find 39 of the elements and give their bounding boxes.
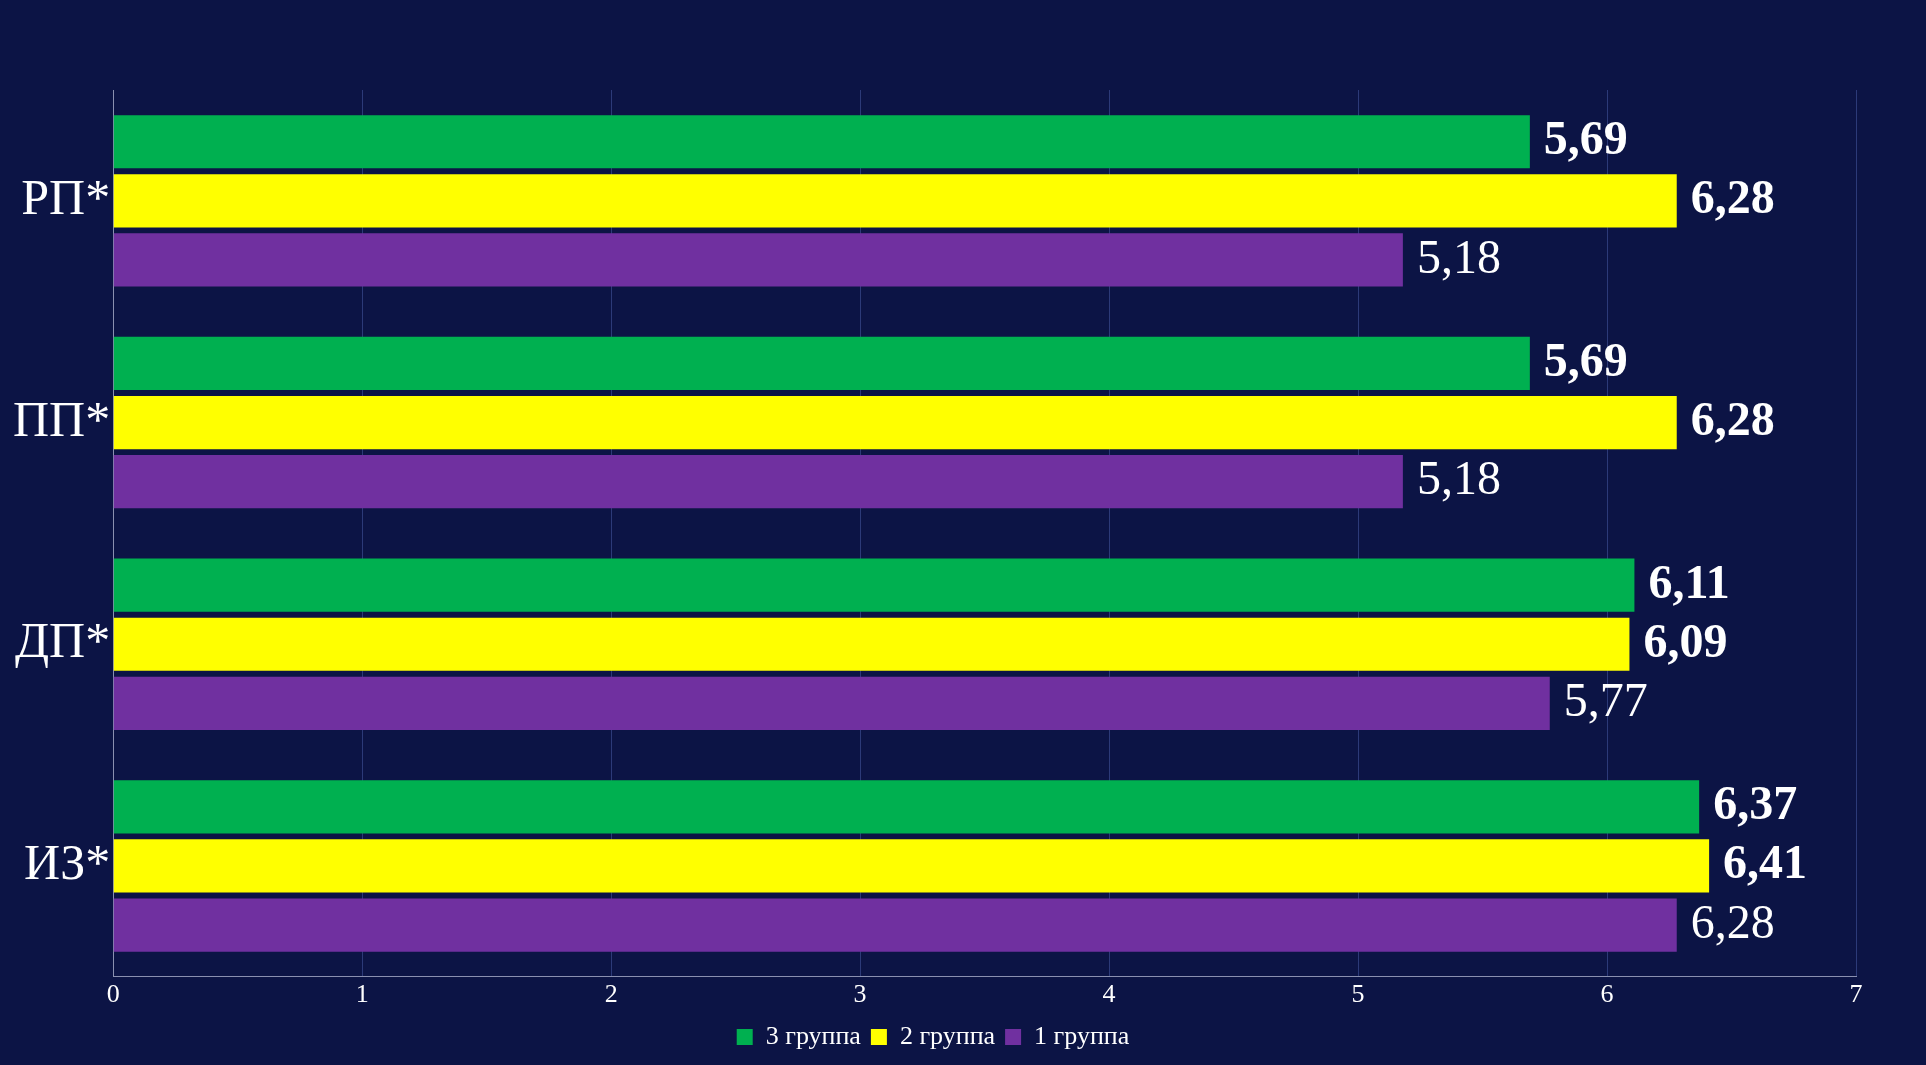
bar <box>113 455 1403 509</box>
x-tick-label: 1 <box>355 979 369 1009</box>
y-tick-label: ПП* <box>13 390 111 447</box>
data-label: 5,69 <box>1543 332 1628 386</box>
bar <box>113 115 1530 169</box>
bar <box>113 617 1630 671</box>
x-tick-label: 6 <box>1600 979 1614 1009</box>
data-label: 5,77 <box>1563 672 1648 726</box>
bar <box>113 898 1677 952</box>
bar <box>113 676 1550 730</box>
bar <box>113 395 1677 450</box>
bar <box>113 336 1530 391</box>
data-label: 6,11 <box>1648 554 1730 608</box>
bar <box>113 839 1710 893</box>
data-label: 5,18 <box>1416 451 1501 505</box>
legend-label: 3 группа <box>765 1020 862 1050</box>
x-tick-label: 3 <box>853 979 867 1009</box>
y-tick-label: РП* <box>21 168 111 225</box>
bar <box>113 233 1403 287</box>
data-label: 6,37 <box>1713 776 1798 830</box>
data-label: 5,18 <box>1416 229 1501 283</box>
x-tick-label: 2 <box>604 979 618 1009</box>
bar <box>113 780 1700 834</box>
x-tick-label: 4 <box>1102 979 1116 1009</box>
legend-label: 2 группа <box>899 1020 996 1050</box>
legend-label: 1 группа <box>1034 1020 1130 1050</box>
data-label: 6,28 <box>1690 391 1775 445</box>
data-label: 6,41 <box>1723 835 1808 889</box>
bar <box>113 174 1677 228</box>
x-tick-label: 5 <box>1351 979 1365 1009</box>
bar <box>113 558 1635 612</box>
data-label: 6,09 <box>1643 613 1728 667</box>
data-label: 6,28 <box>1690 170 1775 224</box>
y-tick-label: ИЗ* <box>24 834 111 891</box>
x-tick-label: 0 <box>106 979 120 1009</box>
data-label: 6,28 <box>1690 894 1775 948</box>
data-label: 5,69 <box>1543 111 1628 165</box>
x-tick-label: 7 <box>1849 979 1863 1009</box>
y-tick-label: ДП* <box>15 612 111 669</box>
